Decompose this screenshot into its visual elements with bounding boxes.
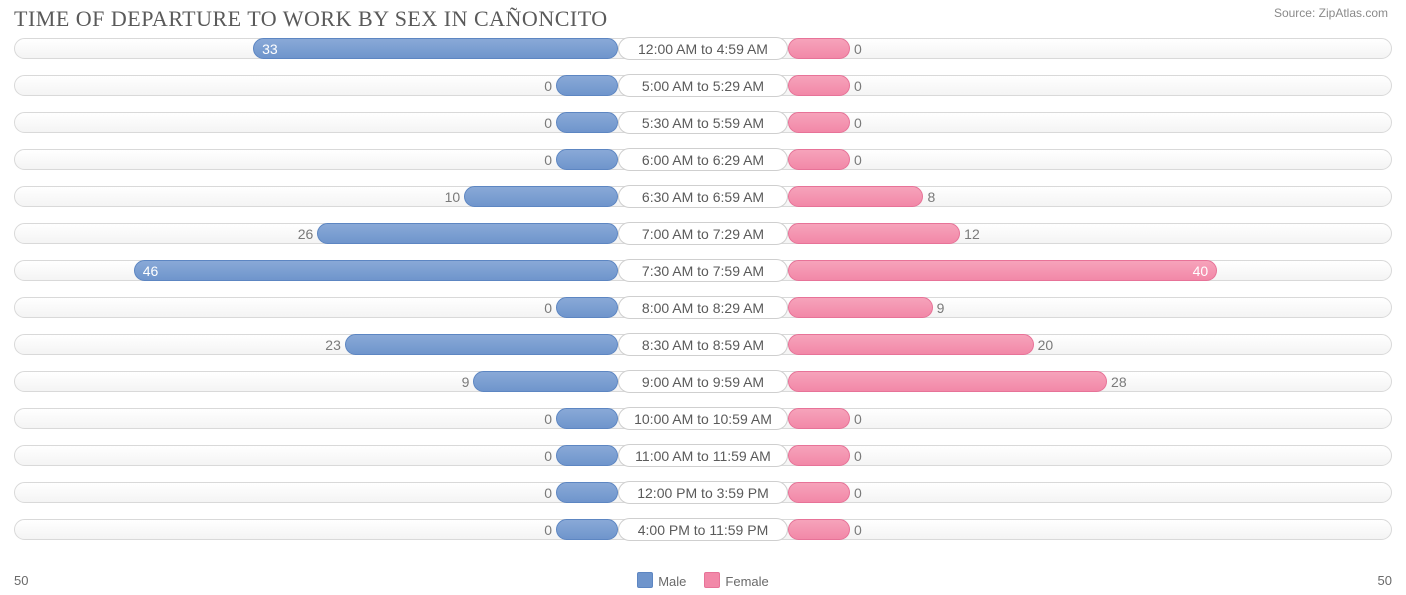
chart-container: TIME OF DEPARTURE TO WORK BY SEX IN CAÑO… [0,0,1406,595]
male-bar [556,519,618,540]
chart-area: 33 0 12:00 AM to 4:59 AM 0 0 5:00 AM to 5:29 … [0,34,1406,544]
female-bar [788,223,960,244]
male-bar [464,186,618,207]
legend: Male Female [637,572,769,589]
source-label: Source: ZipAtlas.com [1274,6,1388,20]
female-bar [788,297,933,318]
male-bar [556,445,618,466]
male-value: 0 [544,71,552,100]
chart-row: 46 40 7:30 AM to 7:59 AM [14,256,1392,285]
female-bar [788,112,850,133]
chart-row: 0 0 11:00 AM to 11:59 AM [14,441,1392,470]
category-label: 10:00 AM to 10:59 AM [618,407,788,430]
category-label: 11:00 AM to 11:59 AM [618,444,788,467]
female-bar [788,38,850,59]
male-value: 10 [445,182,461,211]
chart-row: 0 0 5:30 AM to 5:59 AM [14,108,1392,137]
male-bar [556,75,618,96]
chart-row: 9 28 9:00 AM to 9:59 AM [14,367,1392,396]
category-label: 6:00 AM to 6:29 AM [618,148,788,171]
male-bar [556,297,618,318]
female-bar [788,445,850,466]
category-label: 7:00 AM to 7:29 AM [618,222,788,245]
female-value: 12 [964,219,980,248]
legend-male: Male [637,572,686,589]
male-value: 0 [544,441,552,470]
legend-female-label: Female [725,574,768,589]
male-bar [556,149,618,170]
chart-row: 0 0 6:00 AM to 6:29 AM [14,145,1392,174]
chart-row: 23 20 8:30 AM to 8:59 AM [14,330,1392,359]
male-value: 0 [544,478,552,507]
male-bar [345,334,618,355]
female-bar [788,334,1034,355]
male-value: 0 [544,515,552,544]
female-value: 8 [927,182,935,211]
category-label: 5:00 AM to 5:29 AM [618,74,788,97]
female-value: 0 [854,404,862,433]
female-bar [788,519,850,540]
chart-row: 0 9 8:00 AM to 8:29 AM [14,293,1392,322]
female-value: 0 [854,34,862,63]
male-value: 0 [544,293,552,322]
male-bar: 33 [253,38,618,59]
chart-row: 26 12 7:00 AM to 7:29 AM [14,219,1392,248]
male-bar [317,223,618,244]
axis-left-label: 50 [14,573,28,588]
female-bar [788,408,850,429]
male-bar [473,371,618,392]
male-bar [556,112,618,133]
axis-right-label: 50 [1378,573,1392,588]
category-label: 8:00 AM to 8:29 AM [618,296,788,319]
chart-row: 33 0 12:00 AM to 4:59 AM [14,34,1392,63]
chart-row: 0 0 12:00 PM to 3:59 PM [14,478,1392,507]
male-value: 46 [143,261,159,280]
female-bar [788,482,850,503]
female-value: 0 [854,145,862,174]
male-value: 26 [298,219,314,248]
female-bar [788,186,923,207]
male-value: 0 [544,108,552,137]
female-value: 0 [854,108,862,137]
category-label: 5:30 AM to 5:59 AM [618,111,788,134]
male-value: 23 [325,330,341,359]
category-label: 12:00 AM to 4:59 AM [618,37,788,60]
female-bar [788,371,1107,392]
female-value: 0 [854,478,862,507]
category-label: 6:30 AM to 6:59 AM [618,185,788,208]
header: TIME OF DEPARTURE TO WORK BY SEX IN CAÑO… [0,0,1406,34]
legend-male-swatch [637,572,653,588]
category-label: 4:00 PM to 11:59 PM [618,518,788,541]
female-value: 40 [1193,261,1209,280]
female-bar: 40 [788,260,1217,281]
chart-row: 0 0 4:00 PM to 11:59 PM [14,515,1392,544]
male-bar [556,408,618,429]
female-value: 20 [1038,330,1054,359]
male-value: 33 [262,39,278,58]
male-bar [556,482,618,503]
male-bar: 46 [134,260,618,281]
male-value: 0 [544,145,552,174]
female-value: 0 [854,71,862,100]
chart-row: 0 0 5:00 AM to 5:29 AM [14,71,1392,100]
chart-row: 0 0 10:00 AM to 10:59 AM [14,404,1392,433]
category-label: 12:00 PM to 3:59 PM [618,481,788,504]
chart-row: 10 8 6:30 AM to 6:59 AM [14,182,1392,211]
chart-title: TIME OF DEPARTURE TO WORK BY SEX IN CAÑO… [14,6,608,32]
male-value: 0 [544,404,552,433]
female-value: 9 [937,293,945,322]
male-value: 9 [462,367,470,396]
female-value: 28 [1111,367,1127,396]
legend-female: Female [704,572,768,589]
category-label: 9:00 AM to 9:59 AM [618,370,788,393]
category-label: 7:30 AM to 7:59 AM [618,259,788,282]
female-value: 0 [854,515,862,544]
female-bar [788,149,850,170]
category-label: 8:30 AM to 8:59 AM [618,333,788,356]
chart-footer: 50 Male Female 50 [14,572,1392,589]
legend-male-label: Male [658,574,686,589]
female-value: 0 [854,441,862,470]
female-bar [788,75,850,96]
legend-female-swatch [704,572,720,588]
